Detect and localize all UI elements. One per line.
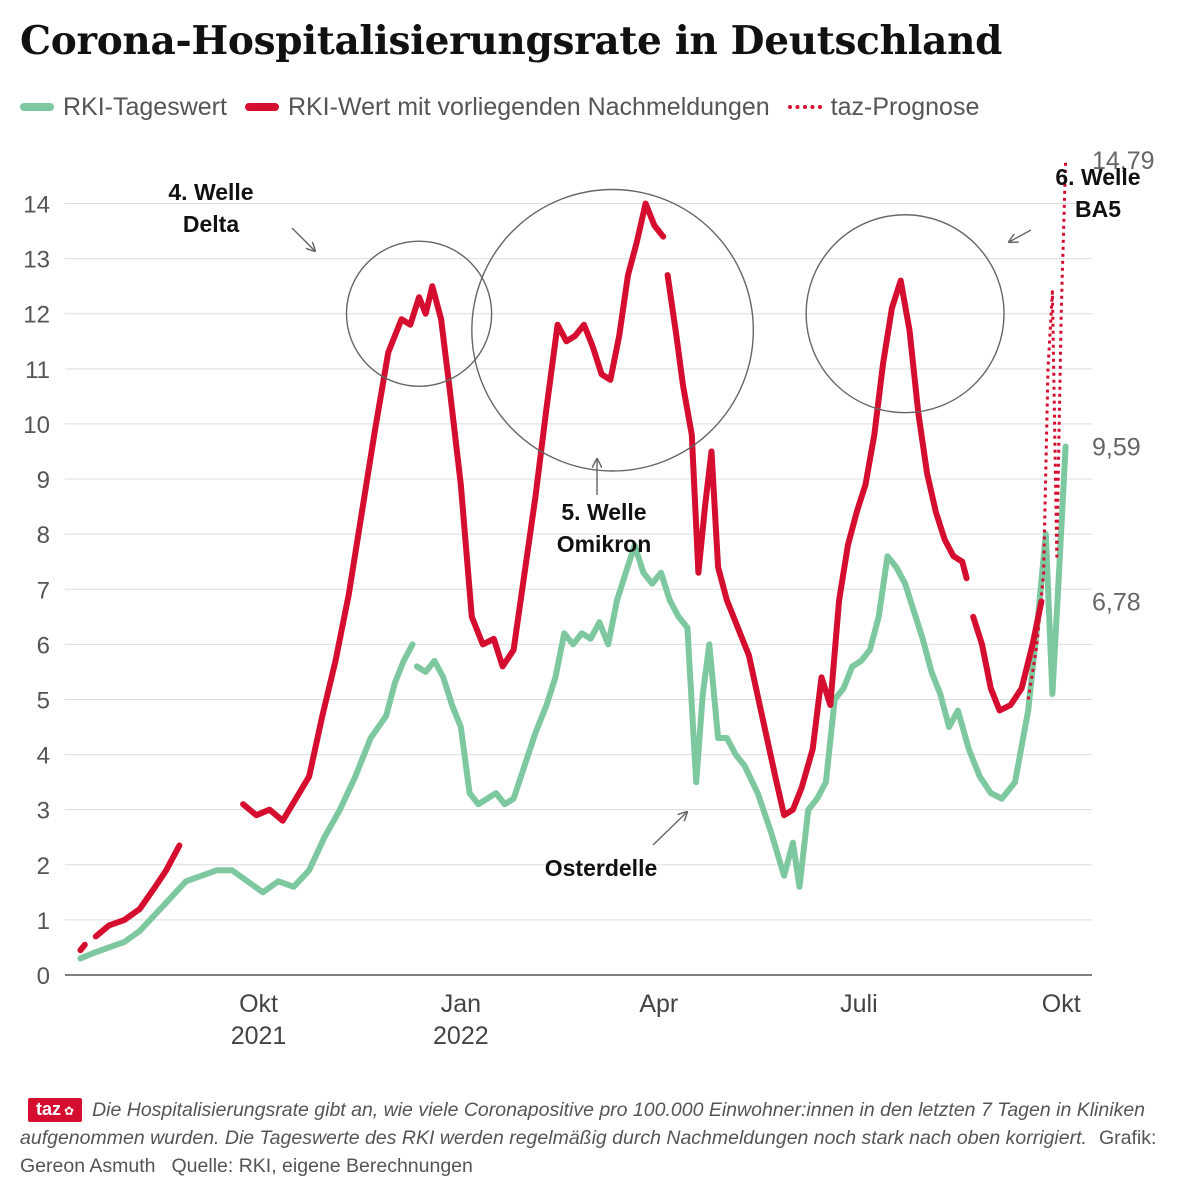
taz-logo-text: taz <box>36 1099 62 1119</box>
legend-item-prognose: taz-Prognose <box>787 92 980 122</box>
footer-description: Die Hospitalisierungsrate gibt an, wie v… <box>20 1099 1146 1149</box>
annotation-circle <box>345 240 493 387</box>
annotation-welle-5: 5. Welle <box>561 499 646 525</box>
y-tick-label: 13 <box>23 247 50 274</box>
y-tick-label: 10 <box>23 412 50 439</box>
y-tick-label: 14 <box>23 192 50 219</box>
annotation-welle-4: Delta <box>183 211 239 237</box>
taz-logo: taz ✿ <box>28 1098 83 1122</box>
series-nachmeldungen-line <box>77 941 88 954</box>
legend-label-tageswert: RKI-Tageswert <box>63 92 227 121</box>
legend-swatch-green <box>20 103 54 111</box>
series-nachmeldungen-line <box>664 272 970 819</box>
legend-swatch-dotted <box>787 105 822 109</box>
annotation-welle-4: 4. Welle <box>168 179 253 205</box>
series-nachmeldungen-line <box>92 842 183 940</box>
y-tick-label: 5 <box>37 687 50 714</box>
annotation-arrow <box>1009 229 1032 242</box>
annotation-welle-6: BA5 <box>1075 196 1121 222</box>
x-tick-label: Okt <box>1042 990 1081 1018</box>
y-tick-label: 1 <box>37 908 50 935</box>
y-tick-label: 7 <box>37 577 50 604</box>
chart-footer: taz ✿ Die Hospitalisierungsrate gibt an, w… <box>20 1096 1170 1180</box>
end-value-label: 14,79 <box>1092 147 1155 175</box>
y-tick-label: 12 <box>23 302 50 329</box>
annotation-welle-5: Omikron <box>557 531 652 557</box>
series-nachmeldungen-line <box>240 200 667 824</box>
x-tick-sublabel: 2022 <box>433 1022 489 1050</box>
legend-item-tageswert: RKI-Tageswert <box>20 93 227 122</box>
y-tick-label: 6 <box>37 632 50 659</box>
y-tick-label: 0 <box>37 963 50 990</box>
y-tick-label: 11 <box>25 357 50 384</box>
paw-icon: ✿ <box>64 1104 75 1118</box>
annotation-arrow <box>652 812 687 846</box>
legend-label-nachmeldungen: RKI-Wert mit vorliegenden Nachmeldungen <box>287 92 770 121</box>
y-tick-label: 2 <box>37 853 50 880</box>
footer-source: Quelle: RKI, eigene Berechnungen <box>171 1155 473 1177</box>
annotation-circle <box>471 188 755 472</box>
chart-legend: RKI-Tageswert RKI-Wert mit vorliegenden … <box>20 92 997 122</box>
end-value-label: 6,78 <box>1092 588 1141 616</box>
y-tick-label: 4 <box>37 743 50 770</box>
annotation-osterdelle: Osterdelle <box>545 855 658 881</box>
y-tick-label: 9 <box>37 467 50 494</box>
y-tick-label: 8 <box>37 522 50 549</box>
x-tick-label: Jan <box>441 990 481 1018</box>
chart-title: Corona-Hospitalisierungsrate in Deutschl… <box>20 18 1003 64</box>
series-tageswert-line <box>413 443 1069 890</box>
annotation-welle-6: 6. Welle <box>1055 164 1140 190</box>
x-tick-label: Juli <box>840 990 878 1018</box>
y-tick-label: 3 <box>37 798 50 825</box>
series-prognose-line <box>1026 159 1068 700</box>
x-tick-label: Okt <box>239 990 278 1018</box>
series-nachmeldungen-line <box>970 598 1045 714</box>
end-value-label: 9,59 <box>1092 434 1141 462</box>
series-tageswert-line <box>77 641 416 962</box>
x-tick-label: Apr <box>639 990 678 1018</box>
footer-credit: Grafik: Gereon Asmuth <box>20 1127 1157 1177</box>
annotation-arrow <box>291 227 315 251</box>
legend-swatch-red <box>244 103 279 111</box>
x-tick-sublabel: 2021 <box>231 1022 287 1050</box>
annotation-circle <box>805 214 1005 414</box>
legend-label-prognose: taz-Prognose <box>830 92 980 121</box>
legend-item-nachmeldungen: RKI-Wert mit vorliegenden Nachmeldungen <box>244 92 770 122</box>
